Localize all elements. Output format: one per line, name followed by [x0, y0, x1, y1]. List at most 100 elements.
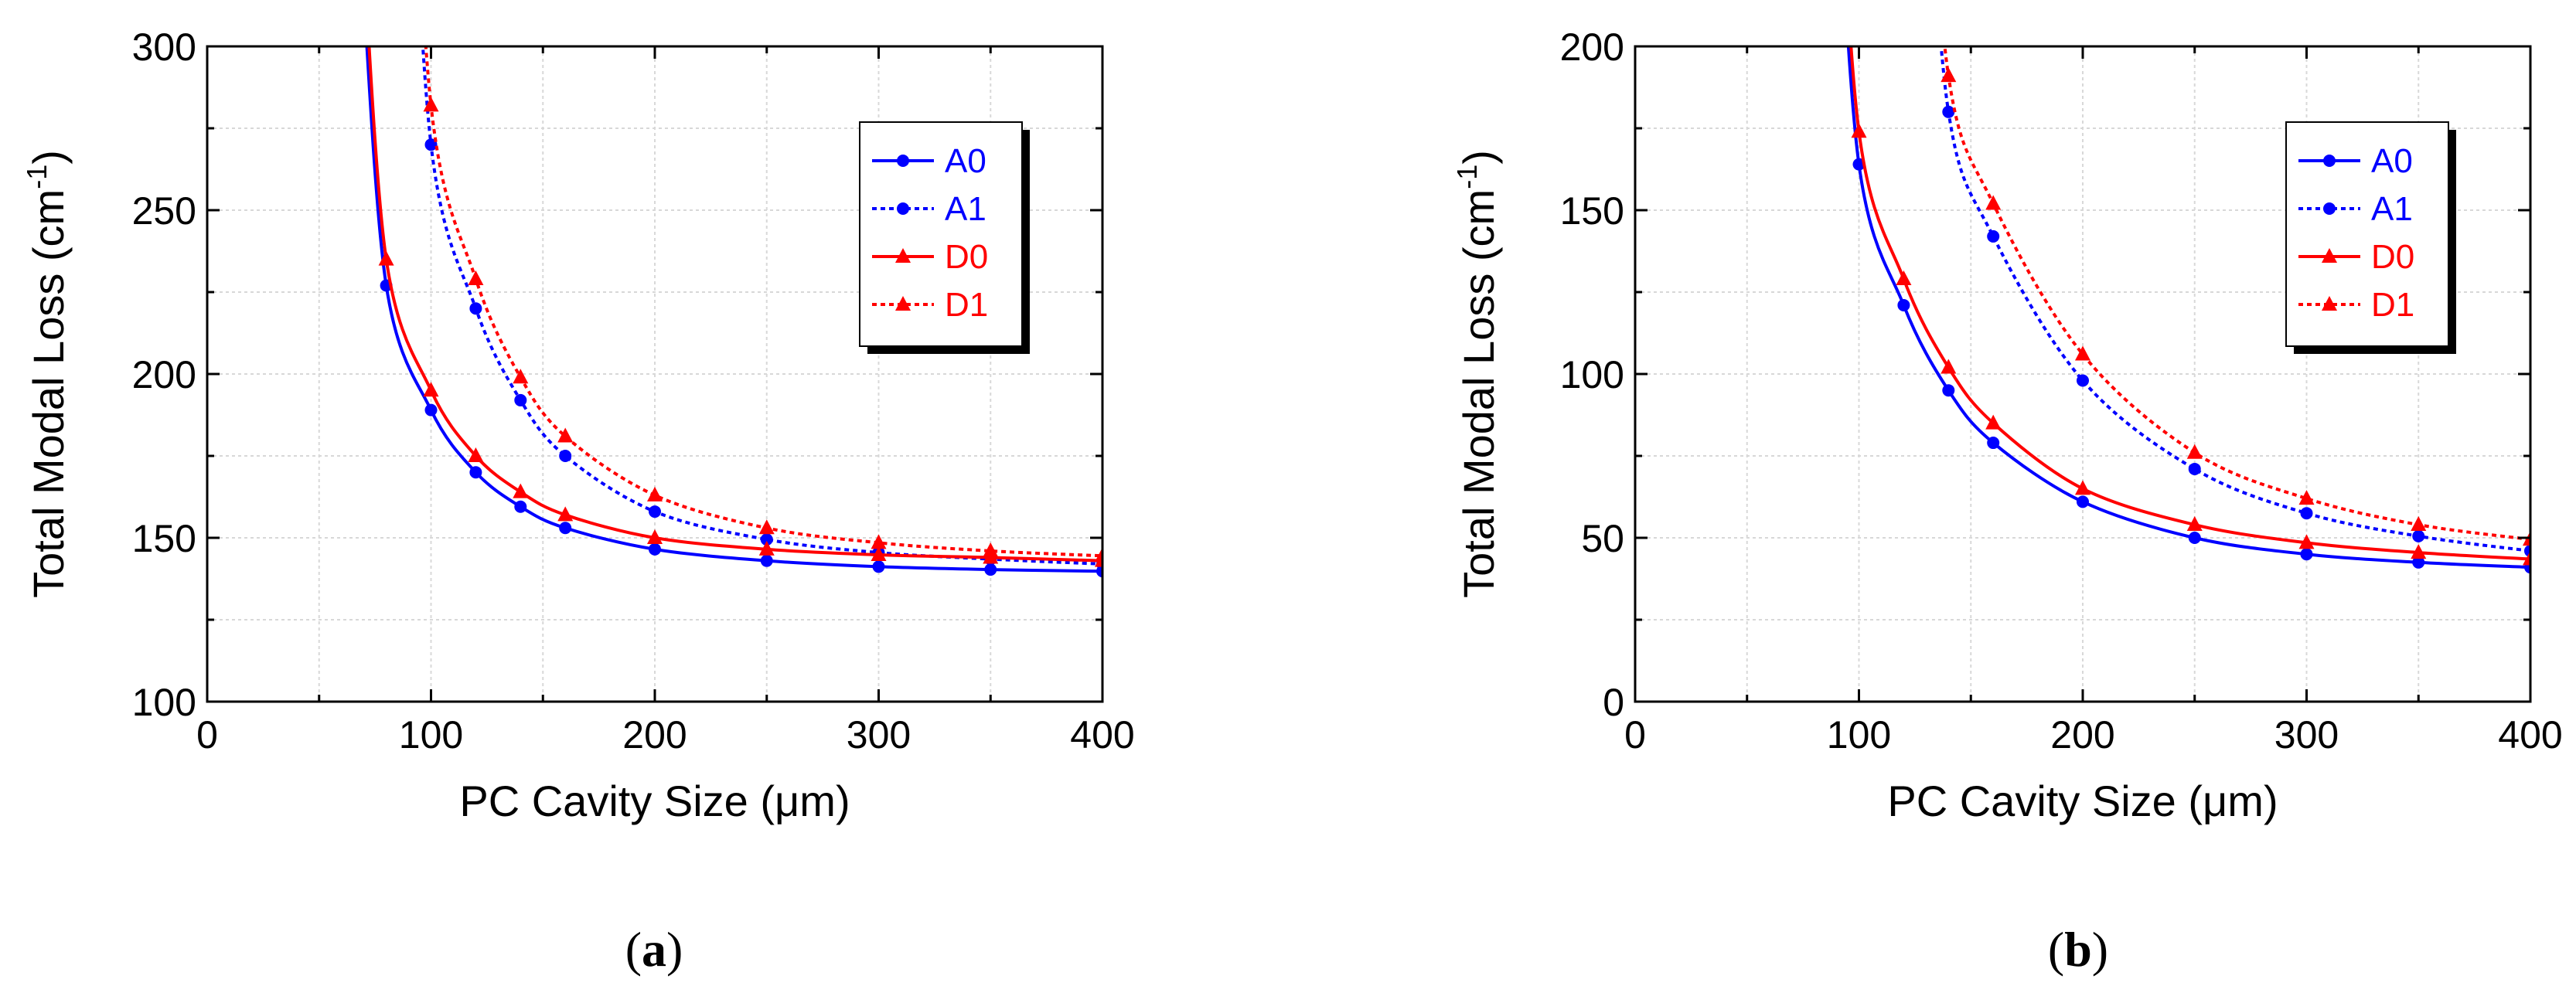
y-tick-label: 150	[1560, 189, 1624, 233]
data-point-d1	[871, 534, 887, 549]
data-point-a0	[649, 542, 661, 556]
legend-label-d0: D0	[945, 238, 988, 276]
data-point-a0	[2188, 532, 2201, 544]
data-point-a1	[649, 505, 661, 518]
legend-label-a0: A0	[2371, 142, 2413, 180]
data-point-d0	[758, 540, 775, 556]
data-point-a0	[469, 466, 482, 479]
caption-open: (	[625, 922, 642, 977]
legend-marker-a1	[2323, 202, 2336, 215]
data-point-d0	[871, 546, 887, 562]
data-point-d0	[1851, 123, 1867, 138]
data-point-a1	[1942, 105, 1955, 118]
data-point-a0	[514, 500, 527, 513]
legend-label-d0: D0	[2371, 238, 2414, 276]
legend-marker-d0	[895, 248, 911, 263]
data-point-d1	[1985, 195, 2002, 210]
caption-letter: a	[642, 922, 666, 977]
data-point-d0	[2523, 550, 2530, 566]
data-point-a0	[1897, 298, 1910, 311]
y-axis-title-sup: -1	[21, 165, 53, 189]
data-point-d1	[1941, 67, 1957, 83]
data-point-d1	[423, 97, 439, 112]
legend-label-a1: A1	[2371, 190, 2413, 228]
legend-marker-a0	[2323, 155, 2336, 167]
y-tick-label: 100	[132, 681, 196, 724]
data-point-a1	[2300, 507, 2313, 520]
data-point-d0	[513, 483, 529, 498]
data-point-a0	[2300, 548, 2313, 561]
data-point-a0	[1987, 437, 2000, 450]
x-tick-label: 200	[622, 713, 687, 756]
data-point-d0	[647, 529, 663, 544]
data-point-d1	[468, 270, 484, 286]
legend-marker-d1	[2322, 296, 2337, 311]
plot-area	[1846, 46, 2530, 574]
y-tick-label: 50	[1581, 517, 1624, 560]
legend-label-a0: A0	[945, 142, 986, 180]
legend-marker-a1	[897, 202, 909, 215]
y-tick-label: 300	[132, 26, 196, 69]
y-axis-title-base: Total Modal Loss (cm	[24, 189, 73, 598]
x-tick-label: 0	[1624, 713, 1646, 756]
caption-open: (	[2048, 922, 2064, 977]
data-point-a0	[2412, 556, 2425, 569]
legend-marker-a0	[897, 155, 909, 167]
series-line-d1	[1943, 46, 2530, 542]
y-axis-title: Total Modal Loss (cm-1)	[1451, 150, 1503, 598]
data-point-d1	[2186, 444, 2203, 459]
legend-box	[2285, 121, 2449, 347]
data-point-d0	[1985, 414, 2002, 430]
x-tick-label: 400	[1070, 713, 1134, 756]
data-point-d0	[2075, 480, 2090, 495]
data-point-d1	[758, 519, 775, 535]
legend-marker-d0	[2322, 248, 2337, 263]
y-tick-label: 0	[1603, 681, 1624, 724]
x-tick-label: 100	[399, 713, 463, 756]
data-point-d0	[1896, 270, 1912, 286]
plot-area	[365, 46, 1102, 578]
data-point-d0	[2186, 516, 2203, 532]
data-point-d1	[557, 427, 574, 443]
legend-box	[859, 121, 1023, 347]
data-point-d1	[647, 486, 663, 502]
chart-b: 0 100 200 300 400 0 50 100 150 200 PC Cavity Size …	[1451, 26, 2563, 825]
data-point-d1	[513, 369, 529, 384]
data-point-d1	[2411, 516, 2427, 532]
x-tick-label: 400	[2498, 713, 2562, 756]
y-axis-title-sup: -1	[1451, 165, 1483, 189]
legend-label-a1: A1	[945, 190, 986, 228]
caption-close: )	[2092, 922, 2108, 977]
data-point-a1	[2077, 374, 2089, 387]
legend-marker-d1	[895, 296, 911, 311]
y-tick-label: 200	[132, 353, 196, 396]
data-point-a0	[424, 403, 438, 416]
data-point-d1	[983, 542, 999, 557]
data-point-d0	[557, 506, 574, 522]
x-tick-label: 200	[2050, 713, 2114, 756]
data-point-a1	[559, 450, 572, 462]
y-tick-label: 150	[132, 517, 196, 560]
data-point-d0	[423, 382, 439, 397]
data-point-d0	[1941, 359, 1957, 374]
x-axis-title: PC Cavity Size (μm)	[1887, 777, 2278, 825]
y-axis-title: Total Modal Loss (cm-1)	[21, 150, 73, 598]
y-tick-label: 200	[1560, 26, 1624, 69]
caption-close: )	[666, 922, 683, 977]
data-point-a0	[984, 563, 997, 576]
data-point-a0	[872, 560, 885, 573]
caption-a: (a)	[625, 922, 683, 977]
data-point-a0	[760, 554, 773, 567]
y-axis-title-close: )	[24, 150, 73, 165]
data-point-a0	[559, 522, 572, 535]
caption-b: (b)	[2048, 922, 2108, 977]
x-axis-title: PC Cavity Size (μm)	[459, 777, 850, 825]
x-tick-label: 300	[2274, 713, 2339, 756]
y-tick-label: 250	[132, 189, 196, 233]
y-axis-title-close: )	[1454, 150, 1503, 165]
data-point-a1	[514, 393, 527, 406]
data-point-a1	[760, 533, 773, 546]
x-tick-label: 0	[196, 713, 218, 756]
data-point-a1	[2412, 529, 2425, 542]
